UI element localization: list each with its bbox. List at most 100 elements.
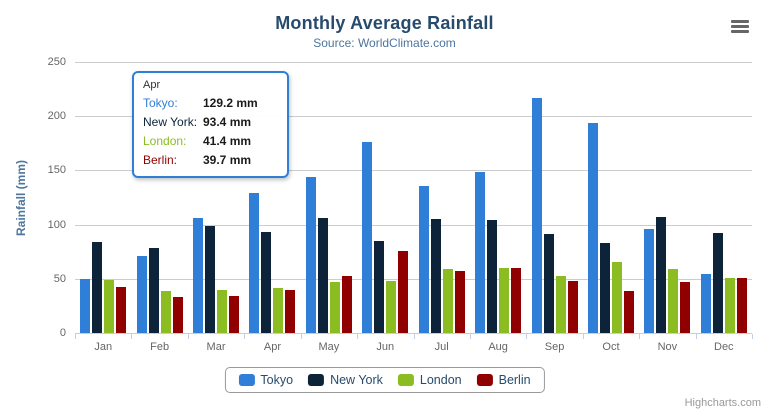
x-axis-tick	[469, 334, 471, 339]
y-gridline	[75, 170, 752, 172]
bar-london-mar[interactable]	[217, 290, 228, 333]
tooltip-series-label: London:	[143, 134, 187, 148]
bar-tokyo-jan[interactable]	[80, 278, 91, 333]
x-axis-tick	[75, 334, 76, 339]
bar-tokyo-dec[interactable]	[700, 274, 711, 333]
tooltip-series-value: 93.4 mm	[203, 115, 252, 129]
bar-berlin-aug[interactable]	[511, 267, 522, 333]
tooltip-series-label: Berlin:	[143, 153, 178, 167]
bar-new-york-mar[interactable]	[205, 226, 216, 333]
bar-london-apr[interactable]	[273, 288, 284, 333]
y-axis-tick-label: 150	[47, 164, 66, 177]
x-axis-category-label: May	[318, 341, 340, 353]
tooltip-row: London: 41.4 mm	[143, 132, 277, 151]
bar-tokyo-apr[interactable]	[249, 192, 260, 333]
bar-tokyo-may[interactable]	[305, 176, 316, 333]
tooltip-row: Tokyo: 129.2 mm	[143, 94, 277, 113]
bar-tokyo-jul[interactable]	[418, 186, 429, 333]
x-axis-category-label: Oct	[602, 341, 620, 353]
bar-tokyo-jun[interactable]	[362, 142, 373, 333]
bar-new-york-feb[interactable]	[148, 247, 159, 333]
bar-tokyo-sep[interactable]	[531, 98, 542, 333]
tooltip-rows: Tokyo: 129.2 mm New York: 93.4 mm London: 41.…	[143, 94, 277, 170]
tooltip: Apr Tokyo: 129.2 mm New York: 93.4 mm London…	[132, 71, 289, 178]
bar-london-jun[interactable]	[386, 280, 397, 333]
bar-berlin-may[interactable]	[341, 275, 352, 333]
bar-new-york-sep[interactable]	[543, 234, 554, 333]
bar-berlin-feb[interactable]	[172, 297, 183, 333]
bar-london-oct[interactable]	[611, 262, 622, 333]
tooltip-series-value: 39.7 mm	[203, 153, 252, 167]
bar-new-york-oct[interactable]	[599, 242, 610, 333]
x-axis-category-label: Jan	[94, 341, 113, 353]
bar-london-nov[interactable]	[668, 268, 679, 333]
y-gridline	[75, 278, 752, 280]
x-axis-category-label: Feb	[150, 341, 170, 353]
bar-tokyo-oct[interactable]	[587, 122, 598, 333]
x-axis-tick	[300, 334, 302, 339]
legend-item-tokyo[interactable]: Tokyo	[238, 373, 293, 387]
chart-context-menu-button[interactable]	[728, 15, 754, 39]
bar-new-york-jan[interactable]	[92, 242, 103, 333]
bar-berlin-apr[interactable]	[285, 289, 296, 333]
bar-tokyo-nov[interactable]	[644, 229, 655, 333]
bar-berlin-jul[interactable]	[454, 270, 465, 333]
x-axis-category-label: Aug	[488, 341, 508, 353]
tooltip-series-label: New York:	[143, 115, 198, 129]
bar-new-york-jul[interactable]	[430, 219, 441, 333]
x-axis-category-label: Dec	[714, 341, 734, 353]
legend-item-berlin[interactable]: Berlin	[476, 373, 531, 387]
credits-link[interactable]: Highcharts.com	[684, 397, 761, 409]
bar-berlin-oct[interactable]	[623, 290, 634, 333]
tooltip-series-value: 41.4 mm	[203, 134, 252, 148]
x-axis-tick	[526, 334, 528, 339]
legend-label: Tokyo	[260, 373, 294, 387]
legend-item-new-york[interactable]: New York	[308, 373, 383, 387]
x-axis-category-label: Apr	[263, 341, 282, 353]
bar-tokyo-aug[interactable]	[475, 172, 486, 333]
hamburger-icon	[731, 19, 751, 33]
bar-london-sep[interactable]	[555, 276, 566, 333]
y-axis-tick-label: 250	[47, 56, 66, 68]
bar-london-dec[interactable]	[724, 277, 735, 333]
bar-berlin-sep[interactable]	[567, 281, 578, 333]
bar-berlin-mar[interactable]	[229, 295, 240, 333]
y-axis-tick-label: 200	[47, 110, 66, 123]
legend: Tokyo New York London Berlin	[224, 367, 545, 393]
y-axis-tick-label: 100	[47, 218, 66, 231]
y-axis-tick-label: 0	[59, 327, 66, 339]
bar-new-york-aug[interactable]	[487, 219, 498, 333]
x-axis-category-label: Jun	[376, 341, 395, 353]
bar-london-jan[interactable]	[104, 280, 115, 333]
bar-berlin-nov[interactable]	[680, 282, 691, 333]
legend-symbol-icon	[238, 374, 255, 386]
x-axis-tick	[131, 334, 133, 339]
x-axis-category-label: Mar	[206, 341, 226, 353]
bar-london-may[interactable]	[329, 282, 340, 333]
tooltip-row: New York: 93.4 mm	[143, 113, 277, 132]
bar-london-jul[interactable]	[442, 269, 453, 333]
bar-new-york-dec[interactable]	[712, 232, 723, 333]
bar-tokyo-mar[interactable]	[193, 217, 204, 333]
x-axis-tick	[752, 334, 753, 339]
legend-symbol-icon	[308, 374, 325, 386]
legend-item-london[interactable]: London	[397, 373, 462, 387]
bar-new-york-may[interactable]	[317, 218, 328, 333]
bar-berlin-jan[interactable]	[116, 287, 127, 333]
chart-subtitle: Source: WorldClimate.com	[313, 36, 456, 50]
bar-london-aug[interactable]	[499, 268, 510, 333]
y-gridline	[75, 224, 752, 226]
legend-symbol-icon	[476, 374, 493, 386]
bar-new-york-apr[interactable]	[261, 231, 272, 333]
legend-label: New York	[330, 373, 383, 387]
plot-area	[75, 62, 752, 334]
x-axis-category-label: Sep	[544, 341, 565, 353]
bar-new-york-jun[interactable]	[374, 241, 385, 333]
bar-london-feb[interactable]	[160, 290, 171, 333]
bar-berlin-dec[interactable]	[736, 277, 747, 333]
bar-berlin-jun[interactable]	[398, 251, 409, 333]
bar-tokyo-feb[interactable]	[136, 255, 147, 333]
x-axis-tick	[582, 334, 584, 339]
bar-new-york-nov[interactable]	[656, 217, 667, 333]
